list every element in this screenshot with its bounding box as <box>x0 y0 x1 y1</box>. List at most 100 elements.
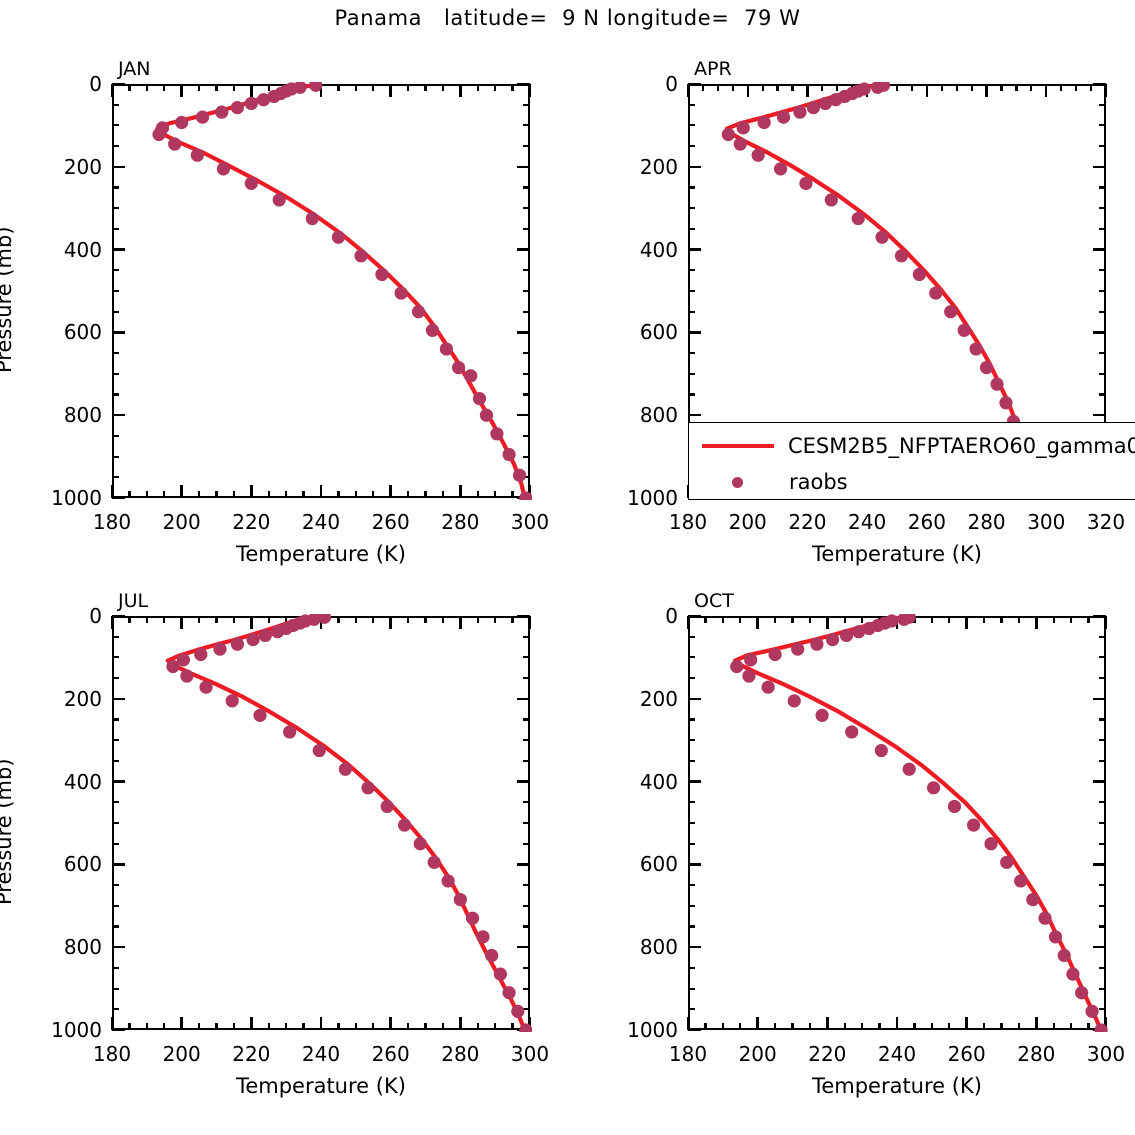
obs-marker <box>439 342 453 356</box>
obs-marker <box>897 614 911 626</box>
ytick-minor <box>688 289 695 293</box>
obs-marker <box>312 743 326 758</box>
ytick-major <box>112 1028 125 1032</box>
ytick-label: 800 <box>639 403 678 428</box>
x-axis-title: Temperature (K) <box>812 1074 982 1098</box>
obs-marker <box>476 930 490 944</box>
obs-marker <box>380 799 394 814</box>
xtick-label: 260 <box>371 510 410 534</box>
obs-marker <box>744 653 758 667</box>
xtick-label: 180 <box>668 1042 708 1066</box>
xtick-minor <box>773 1023 777 1030</box>
xtick-minor <box>354 84 357 91</box>
xtick-minor <box>836 84 839 91</box>
ytick-minor <box>112 227 119 230</box>
obs-marker <box>870 82 885 94</box>
ytick-minor <box>523 455 530 458</box>
legend-entry-model: CESM2B5_NFPTAERO60_gamma0 <box>702 434 1135 458</box>
xtick-label: 300 <box>1027 510 1066 534</box>
xtick-minor <box>441 491 444 498</box>
obs-marker <box>453 892 467 907</box>
xtick-label: 260 <box>947 1042 986 1066</box>
ytick-label: 600 <box>63 320 102 345</box>
ytick-minor <box>523 476 530 479</box>
ytick-minor <box>112 207 119 210</box>
xtick-major <box>686 84 690 97</box>
xtick-major <box>180 84 183 97</box>
xtick-major <box>250 1017 253 1030</box>
xtick-minor <box>731 84 734 91</box>
ytick-minor <box>112 759 119 762</box>
ytick-minor <box>112 842 119 845</box>
xtick-minor <box>197 84 201 91</box>
obs-marker <box>465 911 480 925</box>
ytick-minor <box>523 289 530 293</box>
ytick-minor <box>112 476 119 479</box>
xtick-minor <box>948 1023 951 1030</box>
xtick-minor <box>861 1023 864 1030</box>
xtick-minor <box>511 616 514 623</box>
ytick-minor <box>523 124 530 127</box>
xtick-minor <box>791 616 794 623</box>
xtick-minor <box>1070 1023 1073 1030</box>
obs-marker <box>519 491 532 500</box>
xtick-minor <box>1060 84 1063 91</box>
plot-frame-jan <box>112 84 530 498</box>
obs-marker <box>1014 874 1028 888</box>
ytick-major <box>112 248 125 251</box>
obs-marker <box>309 82 323 92</box>
xtick-label: 240 <box>301 510 341 534</box>
ytick-minor <box>1099 1008 1106 1011</box>
xtick-major <box>756 616 759 629</box>
xtick-minor <box>337 616 340 623</box>
obs-marker <box>969 342 983 356</box>
legend-marker-swatch <box>732 476 743 488</box>
ytick-major <box>112 414 125 417</box>
xtick-major <box>1104 84 1108 97</box>
obs-marker <box>829 93 843 107</box>
xtick-major <box>965 1017 968 1030</box>
ytick-minor <box>1099 393 1106 396</box>
ytick-minor <box>688 227 695 230</box>
obs-marker <box>768 647 782 662</box>
ytick-minor <box>688 925 695 928</box>
xtick-minor <box>406 616 410 623</box>
xtick-minor <box>1000 84 1003 91</box>
xtick-minor <box>494 616 497 623</box>
ytick-major <box>112 780 125 783</box>
ytick-minor <box>1099 718 1106 721</box>
xtick-minor <box>761 84 764 91</box>
ytick-major <box>1093 82 1106 86</box>
xtick-label: 220 <box>808 1042 847 1066</box>
ytick-label: 800 <box>63 935 102 960</box>
ytick-minor <box>1099 289 1106 293</box>
obs-marker <box>852 625 866 639</box>
ytick-minor <box>688 635 695 638</box>
xtick-major <box>250 616 253 629</box>
ytick-major <box>112 496 125 500</box>
xtick-minor <box>821 84 824 91</box>
xtick-minor <box>406 84 410 91</box>
xtick-minor <box>372 84 375 91</box>
xtick-major <box>250 84 253 97</box>
xtick-major <box>756 1017 759 1030</box>
xtick-label: 220 <box>788 510 827 534</box>
ytick-minor <box>688 718 695 721</box>
obs-marker <box>730 659 744 674</box>
xtick-major <box>250 485 253 498</box>
xtick-major <box>1035 1017 1038 1030</box>
xtick-major <box>389 84 392 97</box>
ytick-label: 400 <box>639 769 678 794</box>
ytick-label: 200 <box>639 154 678 179</box>
xtick-major <box>319 84 323 97</box>
ytick-minor <box>112 718 119 721</box>
ytick-minor <box>1099 227 1106 230</box>
ytick-major <box>1093 414 1106 417</box>
xtick-major <box>180 485 183 498</box>
ytick-minor <box>112 455 119 458</box>
xtick-minor <box>704 1023 707 1030</box>
panel-label-oct: OCT <box>694 590 734 612</box>
xtick-major <box>528 616 532 629</box>
ytick-minor <box>112 904 119 907</box>
